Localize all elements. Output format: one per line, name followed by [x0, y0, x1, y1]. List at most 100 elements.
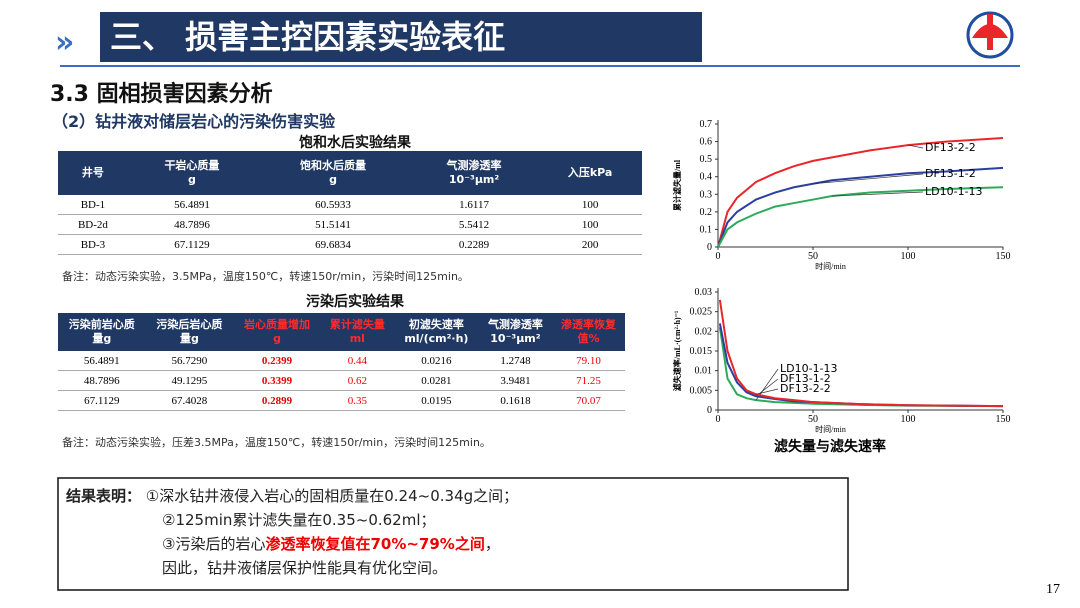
- series-line: [718, 323, 1004, 408]
- cell: 71.25: [551, 370, 625, 391]
- cell: 67.1129: [58, 390, 146, 411]
- y-tick-label: 0: [707, 405, 712, 416]
- header-cell: 渗透率恢复 值%: [551, 313, 625, 351]
- header-cell: 饱和水后质量 g: [256, 151, 410, 195]
- cell: 60.5933: [256, 195, 410, 215]
- y-tick-label: 0.015: [690, 346, 713, 357]
- cell: 0.0216: [393, 351, 479, 371]
- row: BD-2d 48.7896 51.5141 5.5412 100: [58, 214, 642, 235]
- page-number: 17: [1046, 582, 1060, 597]
- header-row: 污染前岩心质 量g 污染后岩心质 量g 岩心质量增加 g 累计滤失量 ml 初滤失速率 …: [58, 313, 625, 351]
- y-tick-label: 0: [707, 242, 712, 253]
- cell: 0.2289: [409, 234, 539, 255]
- cell: 0.3399: [233, 370, 321, 391]
- result-text: ①深水钻井液侵入岩心的固相质量在0.24~0.34g之间；: [145, 487, 519, 505]
- cell: 5.5412: [409, 214, 539, 235]
- series-line: [717, 166, 1004, 248]
- header-cell: 入压kPa: [538, 151, 642, 195]
- cell: 0.2399: [233, 351, 321, 371]
- cell: BD-1: [58, 195, 128, 215]
- y-tick-label: 0.02: [695, 326, 713, 337]
- y-tick-label: 0.2: [700, 207, 713, 218]
- cell: 0.0195: [393, 390, 479, 411]
- row: BD-1 56.4891 60.5933 1.6117 100: [58, 195, 642, 215]
- cell: BD-2d: [58, 214, 128, 235]
- note: 备注：动态污染实验，3.5MPa，温度150℃，转速150r/min，污染时间1…: [62, 270, 469, 283]
- logo: [966, 11, 1014, 59]
- cell: 0.1618: [478, 390, 552, 411]
- result-label: 结果表明：: [66, 487, 142, 505]
- cell: 0.44: [320, 351, 394, 371]
- cell: 48.7896: [58, 370, 146, 391]
- y-tick-label: 0.01: [695, 366, 713, 377]
- cell: 67.1129: [127, 234, 257, 255]
- row: 67.1129 67.4028 0.2899 0.35 0.0195 0.1618 70.0…: [58, 390, 625, 411]
- cell: 56.7290: [145, 351, 234, 371]
- legend-leader: [812, 173, 924, 185]
- cell: 0.62: [320, 370, 394, 391]
- y-axis-label: 累计滤失量/ml: [672, 159, 682, 211]
- legend-leader: [907, 144, 924, 149]
- chart-caption: 滤失量与滤失速率: [774, 439, 886, 455]
- y-tick-label: 0.6: [700, 137, 713, 148]
- header-cell: 累计滤失量 ml: [320, 313, 394, 351]
- header-cell: 气测渗透率 10⁻³μm²: [478, 313, 552, 351]
- cell: BD-3: [58, 234, 128, 255]
- y-tick-label: 0.7: [700, 119, 713, 130]
- series-line: [718, 327, 1004, 408]
- result-box: [57, 477, 849, 591]
- x-axis-label: 时间/min: [815, 424, 846, 434]
- legend-label: DF13-2-2: [925, 141, 976, 154]
- subsection-title: （2）钻井液对储层岩心的污染伤害实验: [52, 112, 336, 131]
- result-line: 因此，钻井液储层保护性能具有优化空间。: [162, 559, 448, 577]
- table-title: 饱和水后实验结果: [299, 135, 411, 151]
- row: BD-3 67.1129 69.6834 0.2289 200: [58, 234, 642, 255]
- x-tick-label: 0: [716, 251, 721, 262]
- x-tick-label: 0: [716, 414, 721, 425]
- legend-label: LD10-1-13: [780, 362, 838, 375]
- x-tick-label: 100: [901, 251, 916, 262]
- cell: 79.10: [551, 351, 625, 371]
- result-line: 结果表明： ①深水钻井液侵入岩心的固相质量在0.24~0.34g之间；: [66, 484, 518, 508]
- header-cell: 污染后岩心质 量g: [145, 313, 234, 351]
- row: 48.7896 49.1295 0.3399 0.62 0.0281 3.9481 71.2…: [58, 370, 625, 391]
- result-text: ，: [484, 535, 500, 553]
- y-tick-label: 0.025: [690, 307, 713, 318]
- legend-label: LD10-1-13: [925, 185, 983, 198]
- y-axis-label: 滤失速率/mL·(cm²·h)⁻¹: [672, 310, 682, 391]
- cell: 100: [538, 214, 642, 235]
- chevrons: »: [55, 25, 74, 60]
- charts: 0 0.1 0.2 0.3 0.4 0.5 0.6 0.7 0 50 100 150 时间/min 累计滤…: [672, 119, 1011, 434]
- legend-leader: [755, 388, 779, 395]
- y-tick-label: 0.005: [690, 385, 713, 396]
- result-text: ③污染后的岩心: [162, 535, 266, 553]
- table-title: 污染后实验结果: [306, 294, 404, 310]
- legend-leader: [831, 191, 924, 197]
- title-bar: [100, 12, 702, 62]
- row: 56.4891 56.7290 0.2399 0.44 0.0216 1.2748 79.1…: [58, 351, 625, 371]
- legend-label: DF13-1-2: [925, 167, 976, 180]
- cell: 3.9481: [478, 370, 552, 391]
- x-axis-label: 时间/min: [815, 261, 846, 271]
- cell: 48.7896: [127, 214, 257, 235]
- header-cell: 污染前岩心质 量g: [58, 313, 146, 351]
- cell: 49.1295: [145, 370, 234, 391]
- cell: 200: [538, 234, 642, 255]
- y-tick-label: 0.03: [695, 287, 713, 298]
- slide-title: 三、 损害主控因素实验表征: [110, 18, 506, 56]
- legend-label: DF13-1-2: [780, 372, 831, 385]
- cell: 0.35: [320, 390, 394, 411]
- table: 井号 干岩心质量 g 饱和水后质量 g 气测渗透率 10⁻³μm² 入压kPa BD-1 5…: [58, 151, 642, 255]
- header-cell: 干岩心质量 g: [127, 151, 257, 195]
- header-cell: 岩心质量增加 g: [233, 313, 321, 351]
- series-line: [717, 186, 1004, 248]
- cell: 56.4891: [58, 351, 146, 371]
- cell: 0.0281: [393, 370, 479, 391]
- header-row: 井号 干岩心质量 g 饱和水后质量 g 气测渗透率 10⁻³μm² 入压kPa: [58, 151, 642, 195]
- cell: 67.4028: [145, 390, 234, 411]
- table: 污染前岩心质 量g 污染后岩心质 量g 岩心质量增加 g 累计滤失量 ml 初滤失速率 …: [58, 313, 625, 411]
- cell: 69.6834: [256, 234, 410, 255]
- cell: 0.2899: [233, 390, 321, 411]
